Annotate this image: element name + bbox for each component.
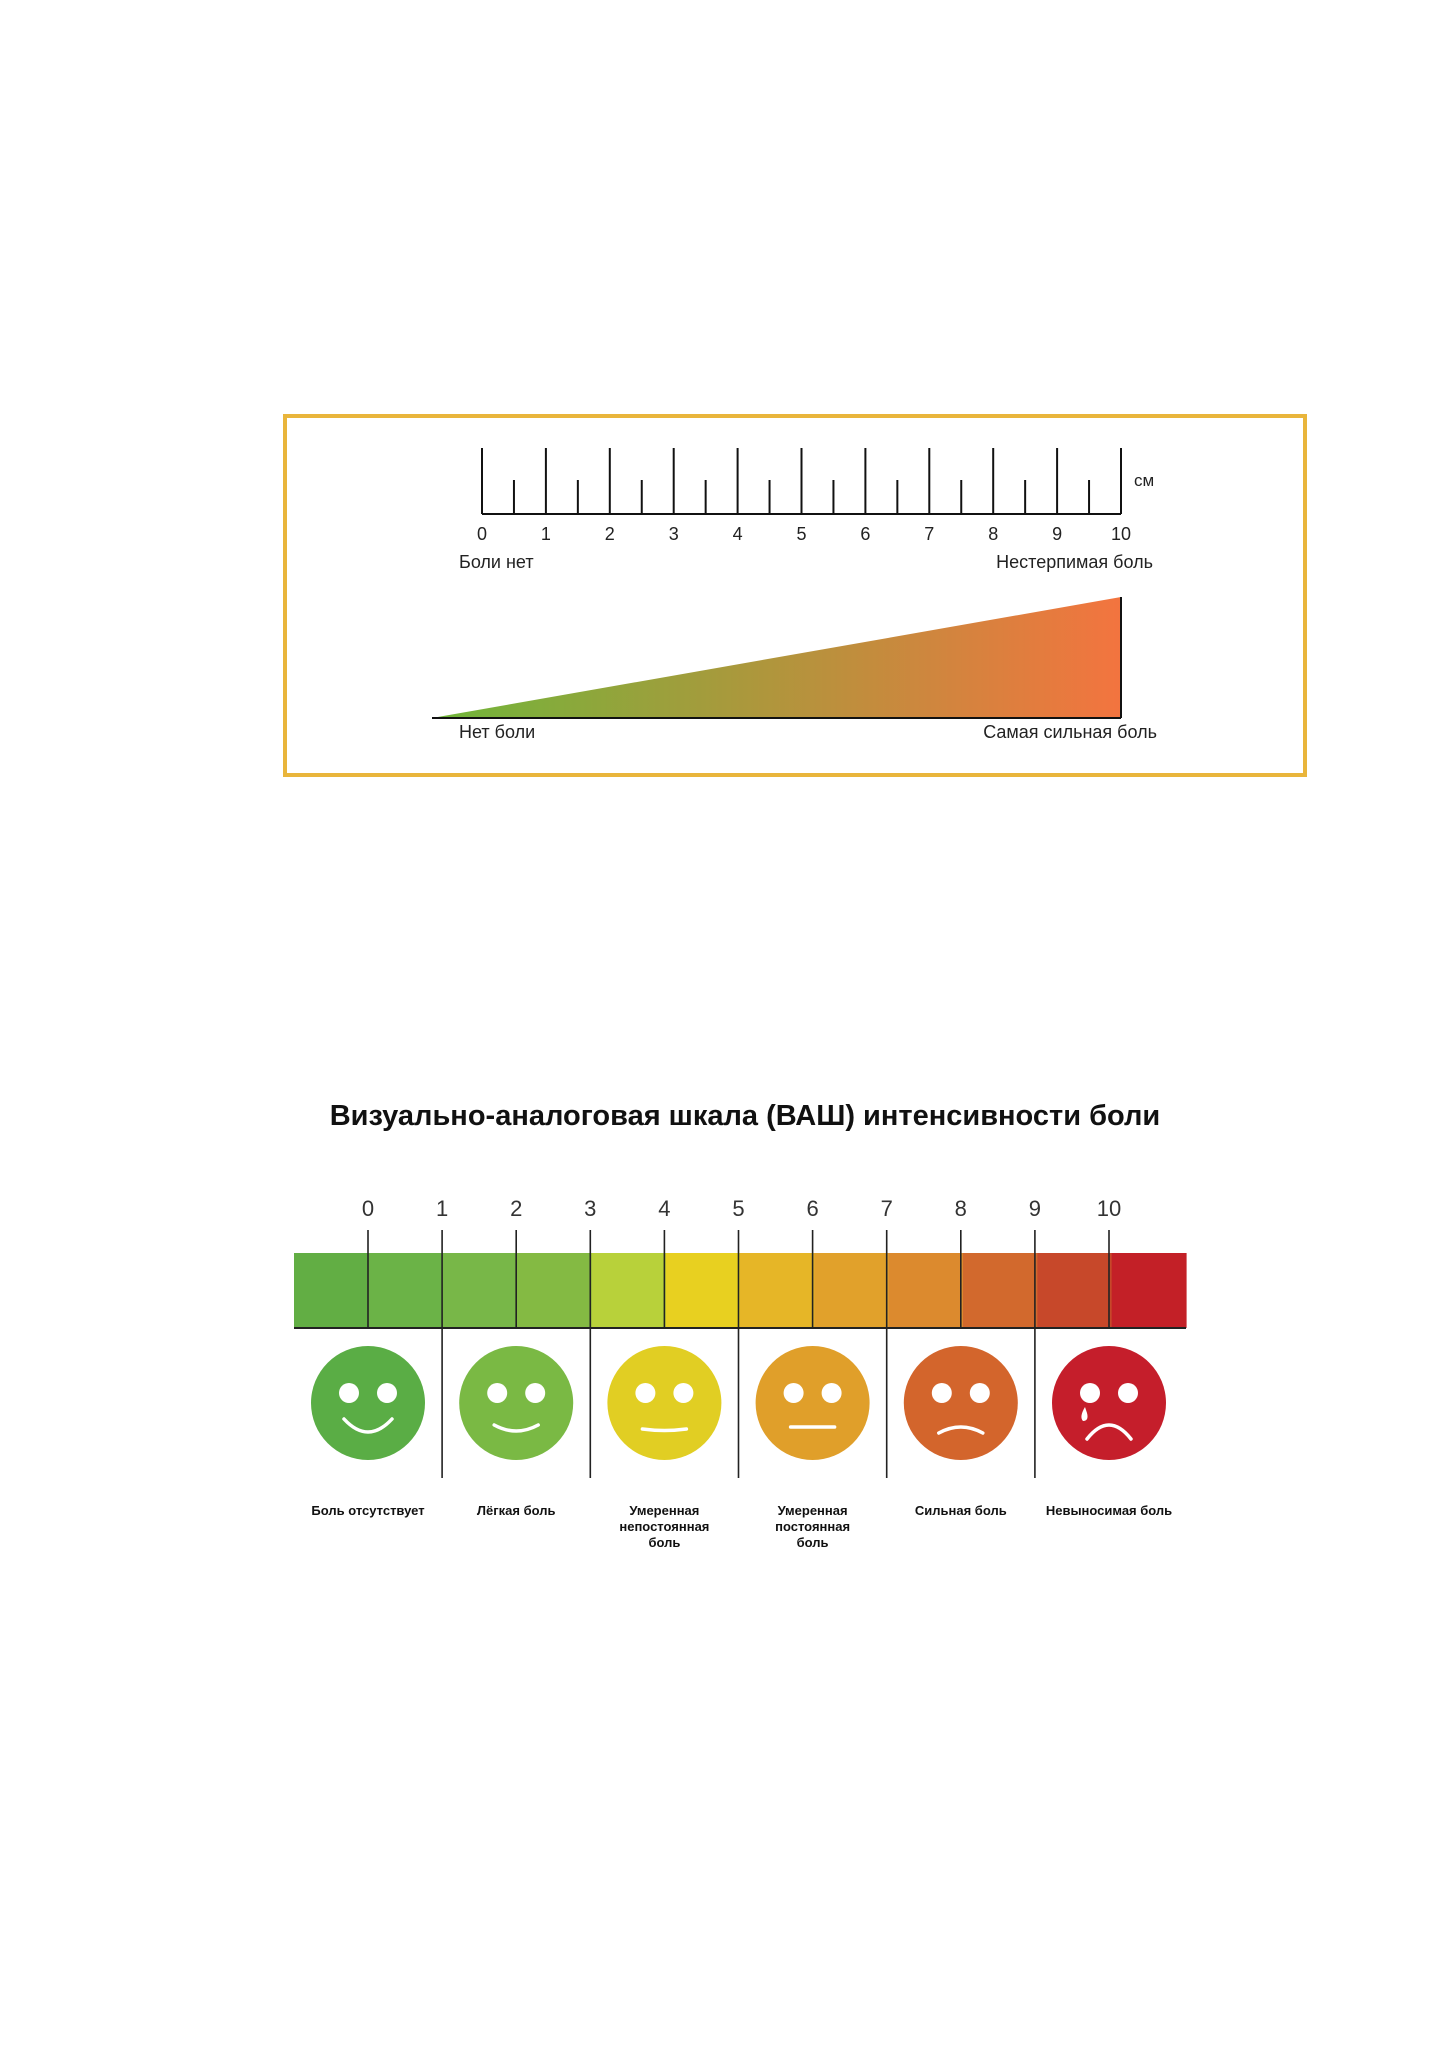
face-caption: Лёгкая боль: [476, 1503, 556, 1518]
vas-color-segment: [740, 1253, 815, 1328]
vas-tick-label: 1: [436, 1196, 448, 1221]
vas-color-segment: [963, 1253, 1038, 1328]
vas-tick-label: 5: [732, 1196, 744, 1221]
vas-color-segment: [294, 1253, 369, 1328]
vas-color-segment: [1037, 1253, 1113, 1328]
unit-label: см: [1134, 471, 1154, 490]
vas-tick-label: 2: [510, 1196, 522, 1221]
vas-color-segment: [368, 1253, 444, 1328]
ruler-tick-label: 3: [669, 524, 679, 544]
face-caption: Умеренная непостоянная боль: [619, 1503, 710, 1550]
vas-color-segment: [517, 1253, 592, 1328]
ruler-tick-label: 9: [1052, 524, 1062, 544]
ruler-right-label: Нестерпимая боль: [996, 552, 1153, 572]
ruler-tick-label: 7: [924, 524, 934, 544]
pain-wedge: [432, 597, 1121, 718]
face-caption: Боль отсутствует: [311, 1503, 425, 1518]
face-caption: Сильная боль: [914, 1503, 1007, 1518]
ruler-tick-label: 8: [988, 524, 998, 544]
tear-icon: [1081, 1407, 1088, 1421]
vas-tick-label: 6: [806, 1196, 818, 1221]
vas-color-segment: [1111, 1253, 1187, 1328]
frown-icon: [903, 1346, 1018, 1460]
vas-tick-label: 9: [1029, 1196, 1041, 1221]
wedge-right-label: Самая сильная боль: [983, 722, 1157, 742]
ruler-left-label: Боли нет: [459, 552, 534, 572]
wedge-left-label: Нет боли: [459, 722, 535, 742]
ruler-tick-label: 10: [1111, 524, 1131, 544]
ruler-tick-label: 4: [733, 524, 743, 544]
vas-color-segment: [591, 1253, 667, 1328]
smile-icon: [459, 1346, 574, 1460]
big-smile-icon: [311, 1346, 425, 1460]
ruler-tick-label: 1: [541, 524, 551, 544]
face-caption: Невыносимая боль: [1045, 1503, 1173, 1518]
vas-tick-label: 4: [658, 1196, 670, 1221]
ruler-tick-label: 6: [860, 524, 870, 544]
vas-color-segment: [442, 1253, 518, 1328]
vas-title: Визуально-аналоговая шкала (ВАШ) интенси…: [329, 1100, 1161, 1132]
ruler-tick-label: 5: [796, 524, 806, 544]
vas-tick-label: 0: [362, 1196, 374, 1221]
vas-figure: Визуально-аналоговая шкала (ВАШ) интенси…: [280, 1100, 1210, 1580]
vas-tick-label: 7: [881, 1196, 893, 1221]
neutral-face-icon: [755, 1346, 870, 1460]
crying-face-icon: [1052, 1346, 1166, 1460]
face-caption: Умеренная постоянная боль: [775, 1503, 851, 1550]
vas-color-segment: [814, 1253, 890, 1328]
vas-tick-label: 8: [955, 1196, 967, 1221]
vas-tick-label: 3: [584, 1196, 596, 1221]
vas-color-segment: [665, 1253, 741, 1328]
vas-color-segment: [888, 1253, 964, 1328]
ruler-scale: 0 1 2 3 4 5 6 7 8 9 10 см Боли нет Нестерпимая бол…: [432, 448, 1157, 742]
pain-scale-panel: 0 1 2 3 4 5 6 7 8 9 10 см Боли нет Нестерпимая бол…: [283, 414, 1307, 777]
slight-smile-icon: [607, 1346, 722, 1460]
ruler-tick-label: 0: [477, 524, 487, 544]
vas-scale: 0 1 2 3 4 5 6 7 8 9 10: [294, 1196, 1187, 1478]
ruler-tick-label: 2: [605, 524, 615, 544]
vas-tick-label: 10: [1097, 1196, 1121, 1221]
